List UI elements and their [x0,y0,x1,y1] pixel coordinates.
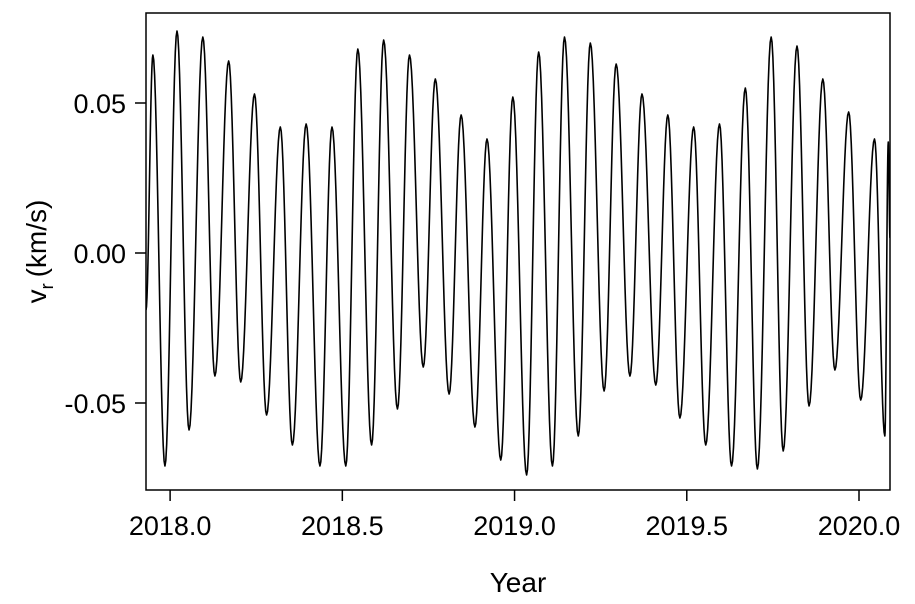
x-tick-label: 2018.5 [301,511,384,541]
plot-area [146,30,890,476]
x-axis-title: Year [490,567,547,598]
x-axis: 2018.0 2018.5 2019.0 2019.5 2020.0 [129,490,900,541]
x-tick-label: 2019.5 [645,511,728,541]
x-tick-label: 2018.0 [129,511,212,541]
x-tick-label: 2019.0 [473,511,556,541]
y-axis: -0.05 0.00 0.05 [64,89,146,419]
x-tick-label: 2020.0 [818,511,901,541]
y-tick-label: 0.00 [73,239,126,269]
y-tick-label: -0.05 [64,389,126,419]
y-axis-title-symbol: v [21,289,52,303]
plot-frame [145,12,891,491]
y-tick-label: 0.05 [73,89,126,119]
y-axis-title-subscript: r [37,283,57,289]
svg-text:vr(km/s): vr (km/s) [21,200,57,304]
y-axis-title: vr (km/s) [21,200,57,304]
series-line-vr [146,30,890,476]
y-axis-title-unit: (km/s) [21,200,52,278]
